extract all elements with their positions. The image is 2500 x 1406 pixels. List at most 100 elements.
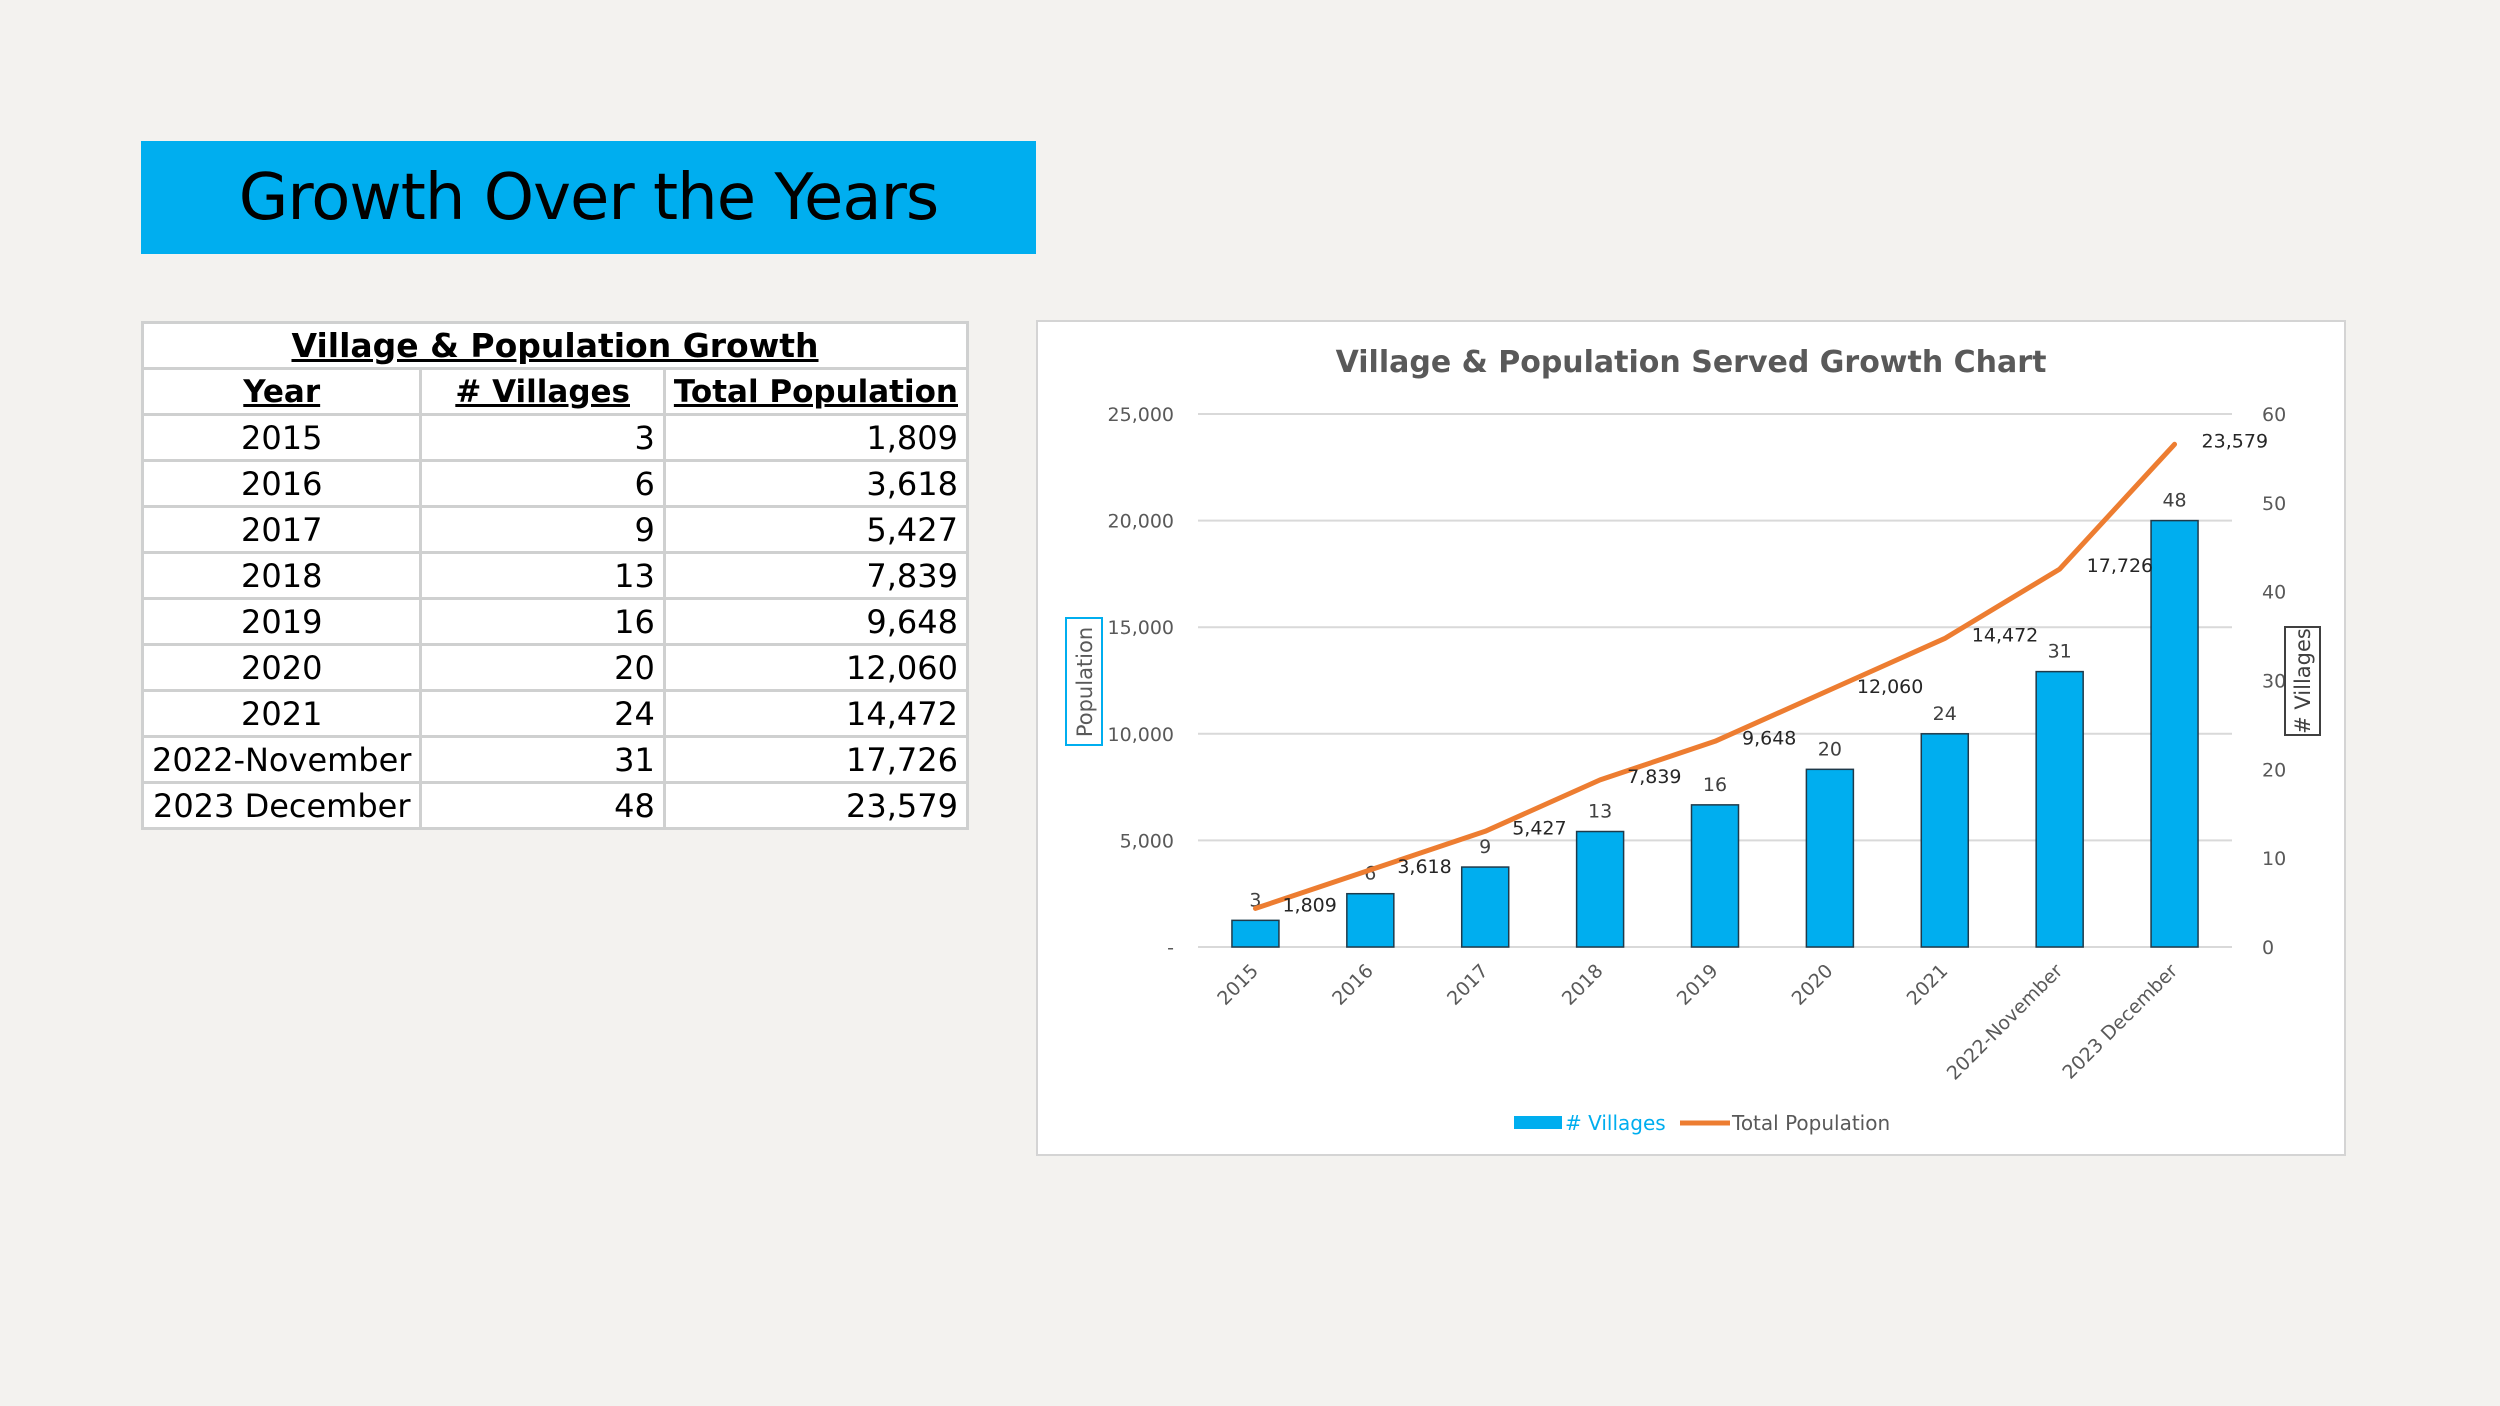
legend-label-population: Total Population [1731, 1111, 1890, 1135]
cell-villages: 48 [419, 781, 666, 830]
bar [1460, 866, 1510, 948]
table-row: 2018 13 7,839 [140, 551, 970, 600]
bar [1690, 804, 1740, 948]
y-tick-label: 25,000 [1108, 404, 1174, 426]
bar-data-label: 48 [2162, 490, 2186, 512]
y2-tick-label: 20 [2262, 759, 2286, 781]
line-data-label: 12,060 [1857, 676, 1923, 698]
table-header-row: Year # Villages Total Population [140, 367, 970, 416]
bar [1805, 768, 1855, 948]
legend-label-villages: # Villages [1565, 1111, 1666, 1135]
y-tick-label: 5,000 [1120, 830, 1174, 852]
table-caption: Village & Population Growth [141, 321, 969, 370]
line-data-label: 3,618 [1397, 856, 1451, 878]
bar [1346, 892, 1395, 948]
bar-data-label: 9 [1479, 836, 1491, 858]
cell-villages: 9 [419, 505, 666, 554]
title-banner: Growth Over the Years [141, 141, 1036, 254]
table-row: 2023 December 48 23,579 [140, 781, 970, 830]
cell-year: 2021 [140, 689, 423, 738]
y2-tick-label: 0 [2262, 937, 2274, 959]
y2-tick-label: 50 [2262, 493, 2286, 515]
header-population: Total Population [662, 367, 970, 416]
line-data-label: 5,427 [1512, 817, 1566, 839]
bar [1920, 733, 1970, 948]
y-tick-label: 15,000 [1108, 617, 1174, 639]
table-caption-row: Village & Population Growth [141, 321, 969, 370]
line-data-label: 23,579 [2202, 430, 2268, 452]
y2-axis-title-box [2284, 626, 2321, 736]
x-tick-label: 2015 [1213, 960, 1263, 1010]
x-tick-label: 2016 [1328, 960, 1378, 1010]
cell-villages: 16 [419, 597, 666, 646]
x-tick-label: 2022-November [1943, 960, 2068, 1085]
x-tick-label: 2019 [1673, 960, 1723, 1010]
y2-tick-label: 40 [2262, 582, 2286, 604]
cell-population: 9,648 [662, 597, 970, 646]
cell-population: 12,060 [662, 643, 970, 692]
header-villages: # Villages [419, 367, 666, 416]
x-tick-label: 2017 [1443, 960, 1493, 1010]
x-tick-label: 2020 [1788, 960, 1838, 1010]
y-tick-label: 20,000 [1108, 511, 1174, 533]
line-data-label: 14,472 [1972, 624, 2038, 646]
cell-year: 2023 December [140, 781, 423, 830]
chart-container: Village & Population Served Growth Chart… [1036, 320, 2346, 1156]
growth-table: Village & Population Growth Year # Villa… [140, 321, 970, 830]
line-data-label: 7,839 [1627, 766, 1681, 788]
cell-population: 17,726 [662, 735, 970, 784]
cell-villages: 3 [419, 413, 666, 462]
y-tick-label: - [1167, 937, 1174, 959]
y-axis-title: Population [1073, 627, 1097, 737]
population-line [1252, 441, 2178, 911]
y2-axis-title: # Villages [2291, 628, 2315, 734]
page-title: Growth Over the Years [238, 160, 939, 235]
line-data-label: 1,809 [1282, 894, 1336, 916]
bar [2150, 519, 2199, 948]
combo-chart: Village & Population Served Growth Chart… [1065, 345, 2321, 1135]
cell-year: 2020 [140, 643, 423, 692]
cell-population: 5,427 [662, 505, 970, 554]
table-row: 2022-November 31 17,726 [140, 735, 970, 784]
line-data-label: 17,726 [2087, 555, 2153, 577]
cell-year: 2019 [140, 597, 423, 646]
header-year: Year [140, 367, 423, 416]
x-tick-label: 2023 December [2058, 960, 2182, 1084]
bar [1575, 830, 1625, 948]
bar [1231, 919, 1280, 948]
bar-data-label: 24 [1933, 703, 1957, 725]
cell-villages: 24 [419, 689, 666, 738]
cell-population: 14,472 [662, 689, 970, 738]
cell-villages: 31 [419, 735, 666, 784]
cell-villages: 20 [419, 643, 666, 692]
table-row: 2015 3 1,809 [140, 413, 970, 462]
cell-villages: 13 [419, 551, 666, 600]
chart-title: Village & Population Served Growth Chart [1336, 345, 2047, 380]
bar-data-label: 13 [1588, 801, 1612, 823]
y2-tick-label: 30 [2262, 671, 2286, 693]
cell-year: 2018 [140, 551, 423, 600]
y-tick-label: 10,000 [1108, 724, 1174, 746]
cell-year: 2015 [140, 413, 423, 462]
cell-population: 1,809 [662, 413, 970, 462]
cell-villages: 6 [419, 459, 666, 508]
bar-data-label: 20 [1818, 738, 1842, 760]
cell-population: 3,618 [662, 459, 970, 508]
table-row: 2019 16 9,648 [140, 597, 970, 646]
line-data-label: 9,648 [1742, 727, 1796, 749]
y2-tick-label: 60 [2262, 404, 2286, 426]
x-tick-label: 2018 [1558, 960, 1608, 1010]
bar-data-label: 31 [2048, 641, 2072, 663]
cell-year: 2022-November [140, 735, 423, 784]
table-row: 2017 9 5,427 [140, 505, 970, 554]
bar-data-label: 16 [1703, 774, 1727, 796]
cell-year: 2016 [140, 459, 423, 508]
cell-population: 23,579 [662, 781, 970, 830]
y2-tick-label: 10 [2262, 848, 2286, 870]
legend-swatch-villages [1514, 1116, 1562, 1129]
table-row: 2016 6 3,618 [140, 459, 970, 508]
table-row: 2021 24 14,472 [140, 689, 970, 738]
cell-year: 2017 [140, 505, 423, 554]
y-axis-title-box [1065, 617, 1103, 746]
x-tick-label: 2021 [1903, 960, 1953, 1010]
